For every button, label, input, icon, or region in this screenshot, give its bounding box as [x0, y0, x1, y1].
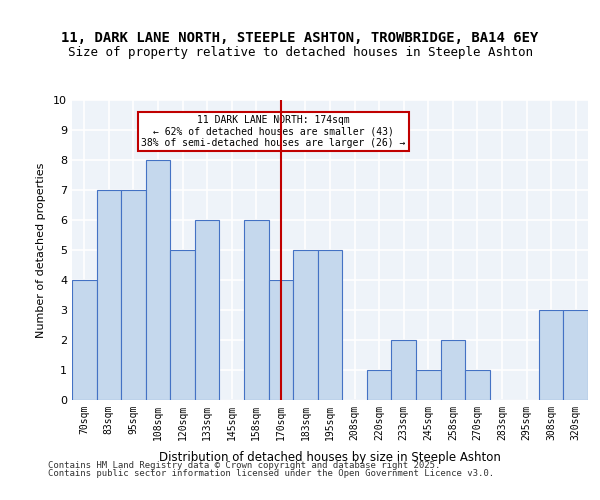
Text: Contains public sector information licensed under the Open Government Licence v3: Contains public sector information licen…: [48, 469, 494, 478]
Text: 11, DARK LANE NORTH, STEEPLE ASHTON, TROWBRIDGE, BA14 6EY: 11, DARK LANE NORTH, STEEPLE ASHTON, TRO…: [61, 30, 539, 44]
Bar: [195, 220, 220, 400]
Y-axis label: Number of detached properties: Number of detached properties: [36, 162, 46, 338]
Text: Contains HM Land Registry data © Crown copyright and database right 2025.: Contains HM Land Registry data © Crown c…: [48, 460, 440, 469]
Bar: [563, 310, 588, 400]
Text: Size of property relative to detached houses in Steeple Ashton: Size of property relative to detached ho…: [67, 46, 533, 59]
Bar: [440, 340, 465, 400]
Bar: [121, 190, 146, 400]
Bar: [170, 250, 195, 400]
Bar: [391, 340, 416, 400]
Bar: [244, 220, 269, 400]
Bar: [318, 250, 342, 400]
Bar: [416, 370, 440, 400]
Bar: [465, 370, 490, 400]
Bar: [72, 280, 97, 400]
X-axis label: Distribution of detached houses by size in Steeple Ashton: Distribution of detached houses by size …: [159, 451, 501, 464]
Bar: [97, 190, 121, 400]
Text: 11 DARK LANE NORTH: 174sqm
← 62% of detached houses are smaller (43)
38% of semi: 11 DARK LANE NORTH: 174sqm ← 62% of deta…: [141, 115, 406, 148]
Bar: [146, 160, 170, 400]
Bar: [367, 370, 391, 400]
Bar: [293, 250, 318, 400]
Bar: [269, 280, 293, 400]
Bar: [539, 310, 563, 400]
